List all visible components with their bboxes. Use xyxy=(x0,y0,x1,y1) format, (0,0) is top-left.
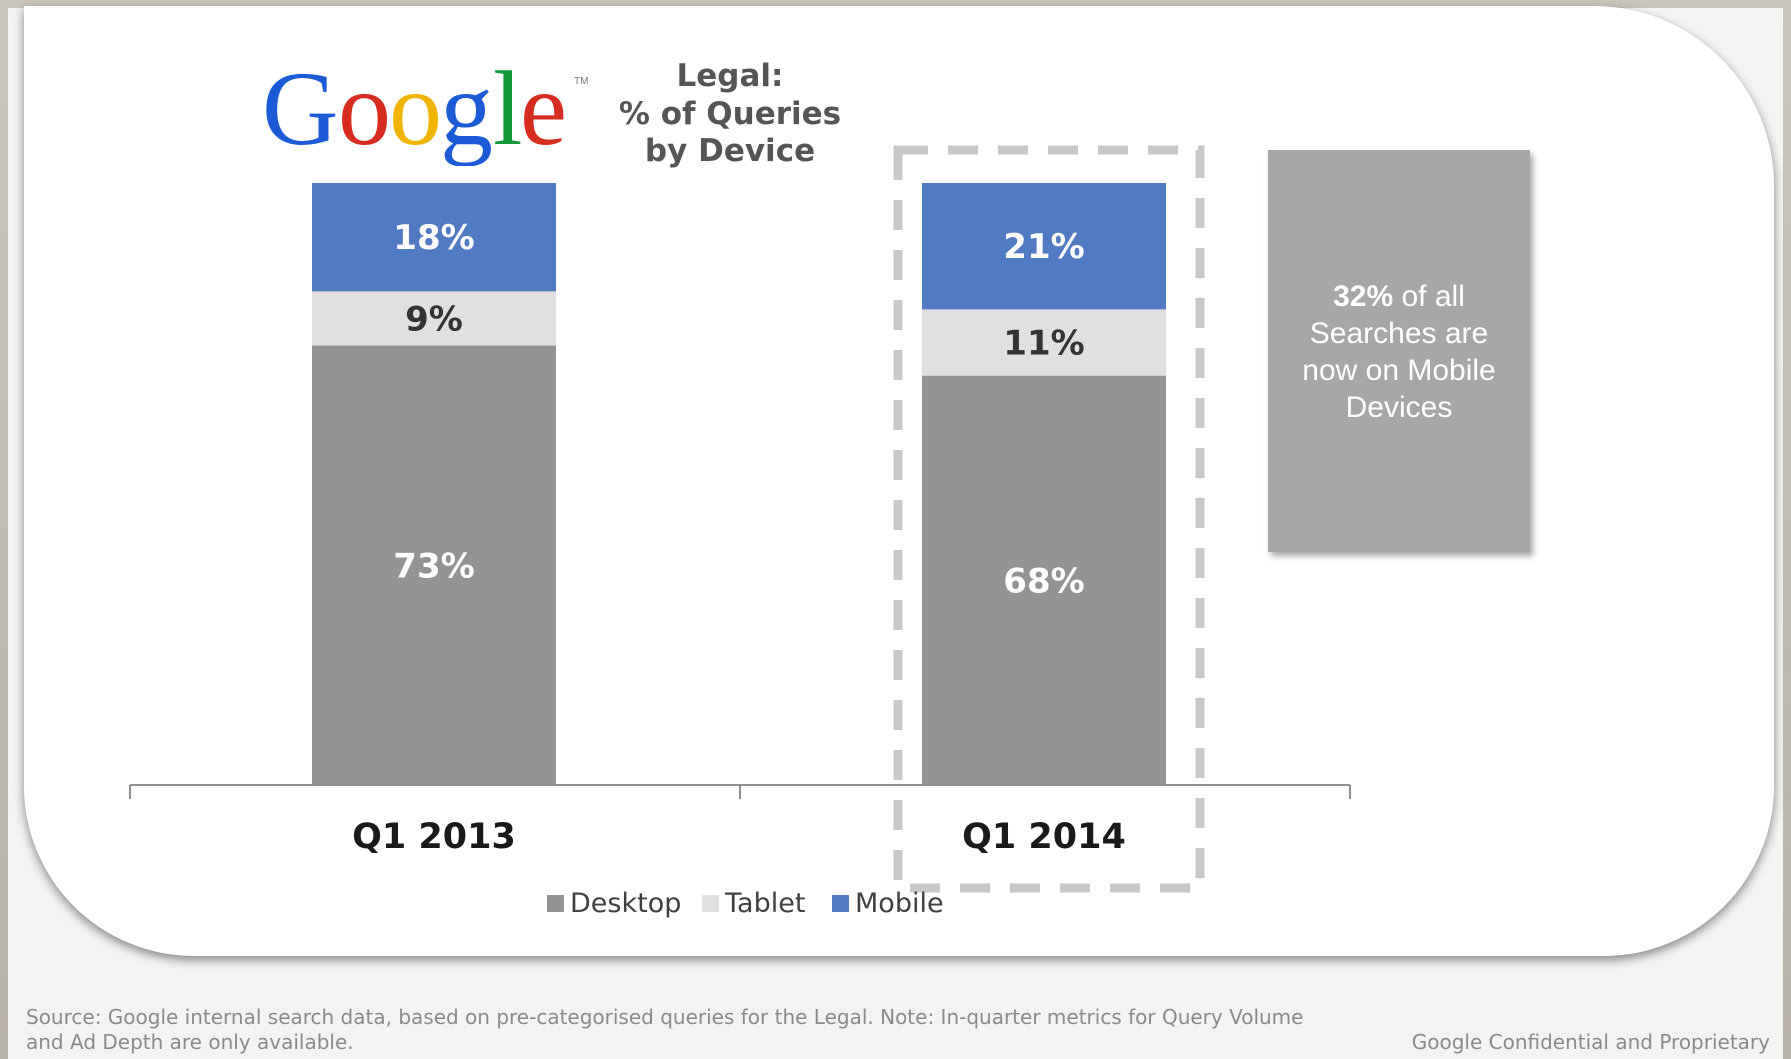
callout-line-3: now on Mobile xyxy=(1302,354,1496,387)
data-label-tablet-q1-2014: 11% xyxy=(1003,324,1084,364)
legend-swatch-tablet xyxy=(702,894,719,912)
svg-text:e: e xyxy=(520,50,567,166)
callout-percent: 32% xyxy=(1333,280,1394,313)
data-label-desktop-q1-2013: 73% xyxy=(393,546,474,586)
source-note: Source: Google internal search data, bas… xyxy=(26,1005,1326,1055)
data-label-mobile-q1-2014: 21% xyxy=(1003,227,1084,267)
callout-line-4: Devices xyxy=(1345,391,1453,424)
x-tick-label-q1-2014: Q1 2014 xyxy=(962,817,1126,857)
data-label-mobile-q1-2013: 18% xyxy=(393,218,474,258)
svg-text:o: o xyxy=(338,50,391,166)
svg-text:g: g xyxy=(440,50,493,166)
chart-title-line-3: by Device xyxy=(644,133,816,169)
callout-line-1: of all xyxy=(1393,280,1465,313)
data-label-desktop-q1-2014: 68% xyxy=(1003,561,1084,601)
highlight-layer xyxy=(893,145,1205,893)
legend-item-mobile: Mobile xyxy=(832,887,944,919)
highlight-dashed-box xyxy=(893,145,1205,893)
legend-swatch-desktop xyxy=(547,894,564,912)
bar-tablet-q1-2013 xyxy=(312,291,556,346)
legend-item-desktop: Desktop xyxy=(547,887,682,919)
source-line-2: and Ad Depth are only available. xyxy=(26,1030,354,1054)
svg-text:o: o xyxy=(389,50,442,166)
bar-desktop-q1-2014 xyxy=(922,375,1166,785)
bars-layer: 73% 9% 18% 68% 11% 21% xyxy=(312,183,1166,785)
svg-text:l: l xyxy=(493,50,522,166)
legend-label-tablet: Tablet xyxy=(725,887,806,919)
chart-title-line-2: % of Queries xyxy=(618,96,842,132)
legend-label-desktop: Desktop xyxy=(570,887,682,919)
x-axis: Q1 2013 Q1 2014 xyxy=(129,784,1351,857)
bar-mobile-q1-2014 xyxy=(922,183,1166,310)
logo-trademark: TM xyxy=(574,76,588,87)
x-tick-label-q1-2013: Q1 2013 xyxy=(352,817,516,857)
legend-swatch-mobile xyxy=(832,894,849,912)
callout-text: 32% of all Searches are now on Mobile De… xyxy=(1268,278,1530,426)
source-line-1: Source: Google internal search data, bas… xyxy=(26,1005,1304,1029)
legend-label-mobile: Mobile xyxy=(855,887,944,919)
chart-title-line-1: Legal: xyxy=(676,58,784,94)
bar-mobile-q1-2013 xyxy=(312,183,556,292)
bar-tablet-q1-2014 xyxy=(922,309,1166,376)
data-label-tablet-q1-2013: 9% xyxy=(405,299,463,339)
svg-text:G: G xyxy=(262,50,339,166)
legend-item-tablet: Tablet xyxy=(702,887,806,919)
bar-desktop-q1-2013 xyxy=(312,345,556,785)
google-logo: G o o g l e TM xyxy=(262,50,588,166)
confidential-note: Google Confidential and Proprietary xyxy=(1411,1030,1770,1054)
callout-box xyxy=(1268,150,1530,552)
callout-line-2: Searches are xyxy=(1309,317,1489,350)
